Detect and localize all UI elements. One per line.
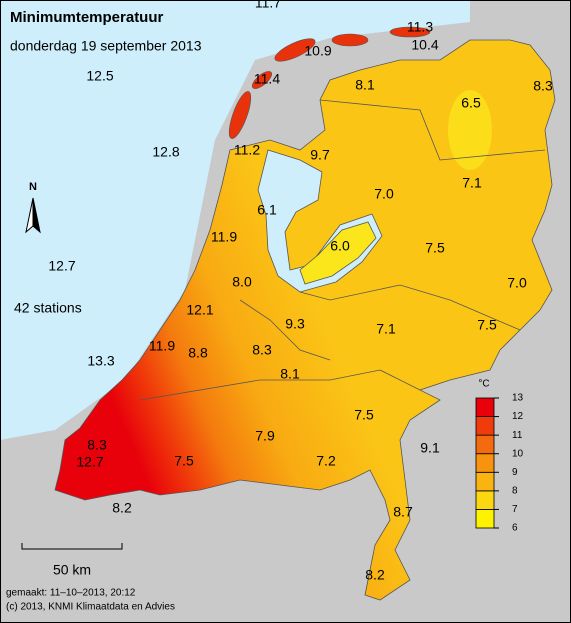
station-value: 6.5 xyxy=(461,95,481,111)
legend-swatch xyxy=(475,471,495,492)
border xyxy=(239,299,331,361)
legend-tick-label: 12 xyxy=(512,411,524,422)
station-value: 12.1 xyxy=(186,302,213,318)
sea xyxy=(0,0,470,440)
station-value: 6.1 xyxy=(257,202,277,218)
legend-tick-label: 7 xyxy=(512,504,518,515)
legend-tick-label: 8 xyxy=(512,485,518,496)
station-value: 9.1 xyxy=(420,440,440,456)
cool-zone xyxy=(448,90,492,170)
station-value: 11.9 xyxy=(211,229,237,245)
legend-swatch xyxy=(475,434,495,455)
flevoland xyxy=(299,221,377,285)
station-value: 13.3 xyxy=(87,353,114,369)
province-borders xyxy=(139,99,546,401)
station-value: 7.1 xyxy=(376,321,396,337)
station-value: 8.2 xyxy=(365,567,385,583)
north-label: N xyxy=(29,181,37,193)
station-value: 7.2 xyxy=(316,453,336,469)
wadden-islands xyxy=(228,26,431,139)
vlieland-terschelling xyxy=(274,38,316,62)
station-value: 8.3 xyxy=(87,437,107,453)
station-value: 12.7 xyxy=(76,454,103,470)
scale-label: 50 km xyxy=(53,562,91,578)
texel xyxy=(228,91,252,139)
station-value: 7.0 xyxy=(374,186,394,202)
schiermonnikoog xyxy=(389,26,431,38)
station-value: 8.3 xyxy=(533,78,553,94)
station-value: 11.7 xyxy=(255,0,281,11)
station-value: 12.8 xyxy=(152,144,179,160)
island xyxy=(251,71,273,89)
legend-tick-label: 13 xyxy=(512,393,524,404)
legend-swatch xyxy=(475,509,495,529)
legend-swatch xyxy=(475,490,495,510)
legend-swatch xyxy=(475,416,495,436)
station-value: 8.2 xyxy=(112,500,132,516)
station-value: 7.5 xyxy=(354,407,374,423)
legend-tick-label: 6 xyxy=(512,523,518,534)
station-value: 9.7 xyxy=(310,147,330,163)
station-value: 11.3 xyxy=(407,19,433,35)
station-value: 7.0 xyxy=(507,275,527,291)
ameland xyxy=(331,33,369,47)
legend-unit: °C xyxy=(478,379,489,390)
subtitle: donderdag 19 september 2013 xyxy=(10,38,202,54)
station-value: 8.3 xyxy=(252,342,272,358)
border xyxy=(319,99,546,161)
legend-tick-label: 9 xyxy=(512,467,518,478)
station-value: 7.5 xyxy=(425,240,445,256)
border xyxy=(299,284,521,331)
footer-line: (c) 2013, KNMI Klimaatdata en Advies xyxy=(6,602,175,613)
legend-tick-label: 10 xyxy=(512,448,524,459)
stations-note: 42 stations xyxy=(14,300,82,316)
station-value: 12.5 xyxy=(86,68,113,84)
station-value: 8.0 xyxy=(232,274,252,290)
border xyxy=(139,369,421,401)
station-value: 11.9 xyxy=(149,338,175,354)
netherlands xyxy=(54,39,556,601)
station-value: 6.0 xyxy=(330,238,350,254)
footer-line: gemaakt: 11–10–2013, 20:12 xyxy=(6,588,136,599)
legend-swatch xyxy=(475,453,495,473)
station-value: 8.8 xyxy=(188,345,208,361)
legend-tick-label: 11 xyxy=(512,430,523,441)
station-value: 10.9 xyxy=(304,43,331,59)
station-value: 11.4 xyxy=(254,71,280,87)
station-value: 7.1 xyxy=(462,175,482,191)
station-value: 7.5 xyxy=(477,317,497,333)
station-value: 7.5 xyxy=(174,453,194,469)
station-value: 11.2 xyxy=(234,142,260,158)
station-value: 9.3 xyxy=(285,316,305,332)
north-arrow-right xyxy=(32,197,41,234)
station-value: 7.9 xyxy=(255,428,275,444)
station-value: 8.7 xyxy=(393,504,413,520)
station-value: 8.1 xyxy=(280,366,300,382)
legend-swatch xyxy=(475,397,495,417)
title: Minimumtemperatuur xyxy=(10,9,164,26)
station-value: 12.7 xyxy=(48,258,75,274)
station-value: 10.4 xyxy=(411,37,438,53)
station-value: 8.1 xyxy=(355,77,375,93)
scale-bar xyxy=(21,543,123,550)
